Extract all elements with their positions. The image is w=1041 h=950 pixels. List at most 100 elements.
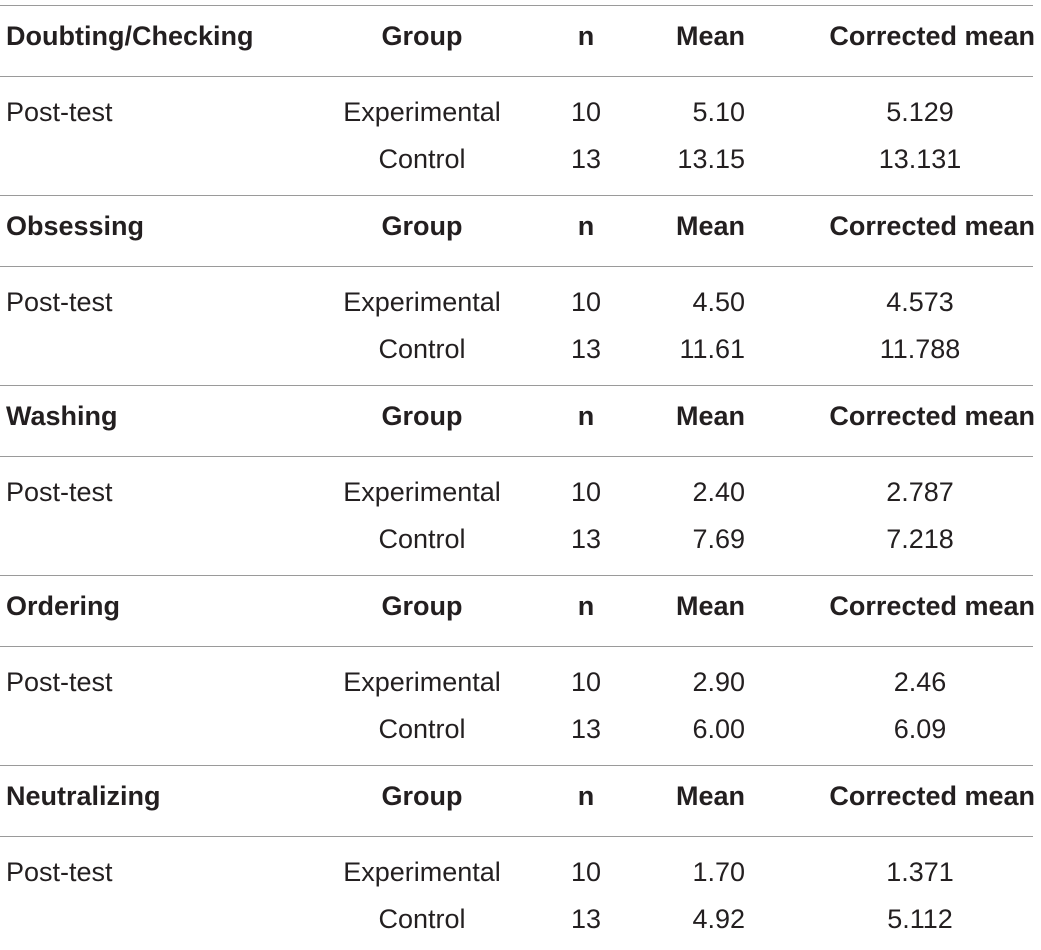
section-neutralizing: Neutralizing Group n Mean Corrected mean… — [0, 760, 1041, 950]
n-column-header: n — [577, 591, 595, 621]
n-cell: 10 — [570, 97, 602, 127]
corrected-mean-cell: 4.573 — [886, 287, 954, 317]
corrected-mean-cell: 6.09 — [893, 714, 947, 744]
mean-cell: 11.61 — [679, 334, 745, 364]
table-row: Control 13 7.69 7.218 — [0, 519, 1041, 559]
mean-cell: 1.70 — [692, 857, 745, 887]
corrected-mean-cell: 5.112 — [887, 904, 953, 934]
table-row: Post-test Experimental 10 2.90 2.46 — [0, 662, 1041, 702]
mean-cell: 6.00 — [692, 714, 745, 744]
corrected-mean-cell: 13.131 — [878, 144, 962, 174]
section-header-row: Neutralizing Group n Mean Corrected mean — [0, 776, 1041, 816]
n-cell: 13 — [570, 334, 602, 364]
section-top-rule — [0, 195, 1033, 196]
test-cell: Post-test — [6, 667, 113, 697]
group-column-header: Group — [381, 781, 463, 811]
section-washing: Washing Group n Mean Corrected mean Post… — [0, 380, 1041, 570]
mean-column-header: Mean — [675, 781, 745, 811]
n-cell: 13 — [570, 144, 602, 174]
corrected-mean-cell: 11.788 — [879, 334, 961, 364]
n-column-header: n — [577, 781, 595, 811]
table-row: Post-test Experimental 10 2.40 2.787 — [0, 472, 1041, 512]
section-header-rule — [0, 266, 1033, 267]
section-title: Doubting/Checking — [6, 21, 254, 51]
n-cell: 13 — [570, 524, 602, 554]
section-header-rule — [0, 456, 1033, 457]
section-header-row: Ordering Group n Mean Corrected mean — [0, 586, 1041, 626]
table-row: Post-test Experimental 10 4.50 4.573 — [0, 282, 1041, 322]
section-header-row: Obsessing Group n Mean Corrected mean — [0, 206, 1041, 246]
section-header-rule — [0, 646, 1033, 647]
section-doubting-checking: Doubting/Checking Group n Mean Corrected… — [0, 0, 1041, 190]
section-header-row: Washing Group n Mean Corrected mean — [0, 396, 1041, 436]
section-header-row: Doubting/Checking Group n Mean Corrected… — [0, 16, 1041, 56]
n-cell: 10 — [570, 667, 602, 697]
table-row: Post-test Experimental 10 5.10 5.129 — [0, 92, 1041, 132]
section-obsessing: Obsessing Group n Mean Corrected mean Po… — [0, 190, 1041, 380]
section-title: Obsessing — [6, 211, 145, 241]
corrected-mean-cell: 5.129 — [886, 97, 954, 127]
group-cell: Control — [378, 904, 466, 934]
table-row: Control 13 11.61 11.788 — [0, 329, 1041, 369]
mean-cell: 4.50 — [692, 287, 745, 317]
corrected-mean-column-header: Corrected mean — [829, 211, 1035, 241]
section-top-rule — [0, 575, 1033, 576]
group-cell: Experimental — [343, 287, 501, 317]
group-cell: Control — [378, 334, 466, 364]
corrected-mean-column-header: Corrected mean — [829, 591, 1035, 621]
corrected-mean-column-header: Corrected mean — [829, 401, 1035, 431]
section-title: Neutralizing — [6, 781, 161, 811]
mean-column-header: Mean — [675, 401, 745, 431]
group-column-header: Group — [381, 21, 463, 51]
mean-cell: 7.69 — [692, 524, 745, 554]
table-row: Control 13 13.15 13.131 — [0, 139, 1041, 179]
n-cell: 13 — [570, 714, 602, 744]
mean-column-header: Mean — [675, 21, 745, 51]
section-top-rule — [0, 5, 1033, 6]
table-row: Post-test Experimental 10 1.70 1.371 — [0, 852, 1041, 892]
test-cell: Post-test — [6, 857, 113, 887]
mean-column-header: Mean — [675, 211, 745, 241]
mean-cell: 2.90 — [692, 667, 745, 697]
section-header-rule — [0, 76, 1033, 77]
mean-column-header: Mean — [675, 591, 745, 621]
mean-cell: 2.40 — [692, 477, 745, 507]
section-ordering: Ordering Group n Mean Corrected mean Pos… — [0, 570, 1041, 760]
mean-cell: 4.92 — [692, 904, 745, 934]
test-cell: Post-test — [6, 97, 113, 127]
corrected-mean-cell: 2.46 — [893, 667, 947, 697]
table-row: Control 13 6.00 6.09 — [0, 709, 1041, 749]
test-cell: Post-test — [6, 287, 113, 317]
n-cell: 10 — [570, 287, 602, 317]
n-cell: 13 — [570, 904, 602, 934]
section-top-rule — [0, 765, 1033, 766]
group-column-header: Group — [381, 211, 463, 241]
group-cell: Experimental — [343, 97, 501, 127]
group-column-header: Group — [381, 591, 463, 621]
n-column-header: n — [577, 211, 595, 241]
group-cell: Experimental — [343, 857, 501, 887]
mean-cell: 5.10 — [692, 97, 745, 127]
corrected-mean-cell: 2.787 — [886, 477, 954, 507]
section-header-rule — [0, 836, 1033, 837]
group-cell: Control — [378, 524, 466, 554]
n-cell: 10 — [570, 477, 602, 507]
corrected-mean-cell: 1.371 — [886, 857, 954, 887]
test-cell: Post-test — [6, 477, 113, 507]
group-cell: Control — [378, 714, 466, 744]
n-cell: 10 — [570, 857, 602, 887]
group-column-header: Group — [381, 401, 463, 431]
n-column-header: n — [577, 21, 595, 51]
mean-cell: 13.15 — [677, 144, 745, 174]
group-cell: Experimental — [343, 477, 501, 507]
group-cell: Experimental — [343, 667, 501, 697]
corrected-mean-column-header: Corrected mean — [829, 781, 1035, 811]
table-row: Control 13 4.92 5.112 — [0, 899, 1041, 939]
corrected-mean-column-header: Corrected mean — [829, 21, 1035, 51]
section-title: Ordering — [6, 591, 121, 621]
group-cell: Control — [378, 144, 466, 174]
section-title: Washing — [6, 401, 118, 431]
section-top-rule — [0, 385, 1033, 386]
corrected-mean-cell: 7.218 — [886, 524, 954, 554]
